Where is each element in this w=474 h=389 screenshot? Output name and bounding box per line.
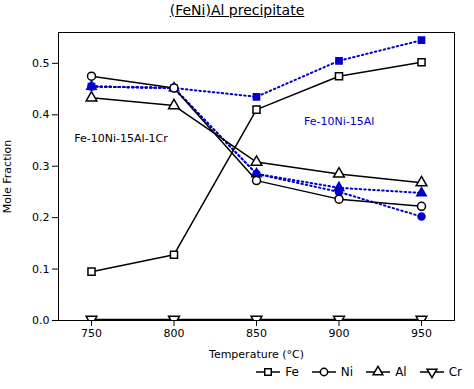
svg-text:0.4: 0.4	[32, 108, 50, 121]
svg-text:0.1: 0.1	[32, 263, 50, 276]
svg-text:Fe-10Ni-15Al: Fe-10Ni-15Al	[304, 115, 374, 128]
svg-text:750: 750	[81, 327, 102, 340]
svg-text:Temperature (°C): Temperature (°C)	[208, 348, 304, 361]
html-text:Al: Al	[395, 365, 407, 379]
svg-text:Fe-10Ni-15Al-1Cr: Fe-10Ni-15Al-1Cr	[74, 132, 168, 145]
svg-text:850: 850	[246, 327, 267, 340]
svg-text:Mole Fraction: Mole Fraction	[1, 140, 14, 213]
html-text:Ni: Ni	[340, 365, 354, 379]
svg-text:0.3: 0.3	[32, 160, 50, 173]
svg-text:0.5: 0.5	[32, 57, 50, 70]
svg-text:0.0: 0.0	[32, 314, 50, 327]
html-text:Cr: Cr	[448, 365, 462, 379]
svg-text:900: 900	[329, 327, 350, 340]
svg-text:0.2: 0.2	[32, 211, 50, 224]
html-text:Fe: Fe	[285, 365, 299, 379]
svg-text:950: 950	[411, 327, 432, 340]
html-text:(FeNi)Al precipitate: (FeNi)Al precipitate	[169, 2, 305, 18]
svg-text:800: 800	[164, 327, 185, 340]
